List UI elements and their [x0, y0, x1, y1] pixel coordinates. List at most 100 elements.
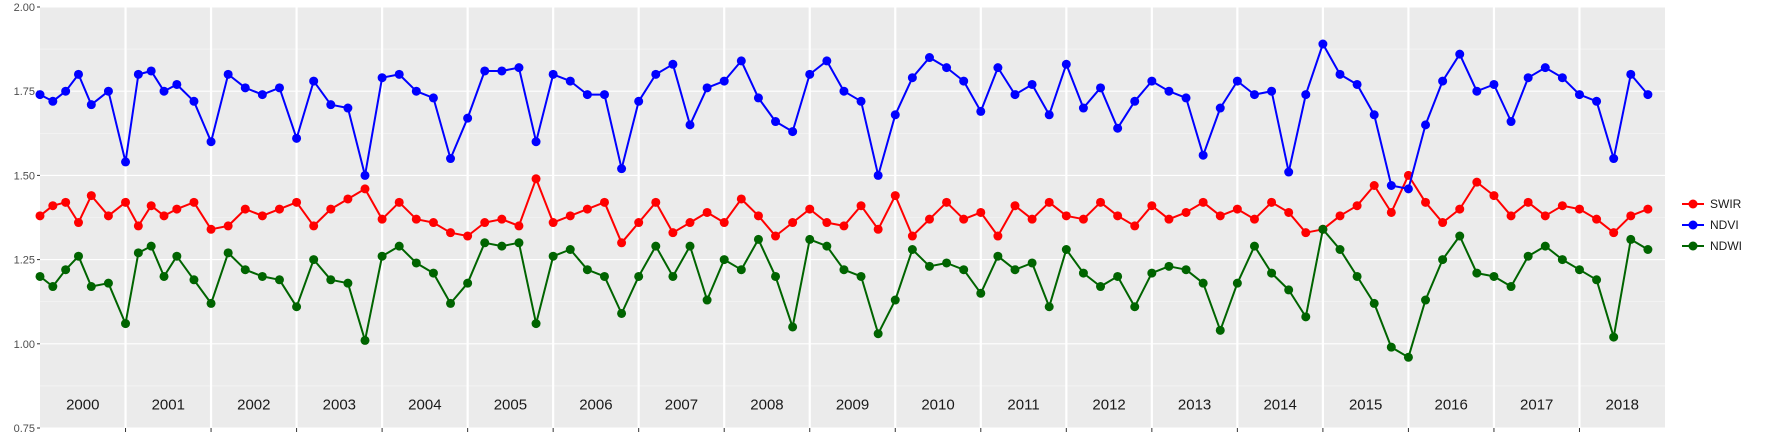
data-point-swir: [548, 218, 558, 228]
data-point-swir: [634, 218, 644, 228]
data-point-ndvi: [685, 120, 695, 130]
data-point-ndwi: [1557, 255, 1567, 265]
data-point-ndwi: [1044, 302, 1054, 312]
data-point-swir: [805, 204, 815, 214]
data-point-ndvi: [189, 96, 199, 106]
data-point-ndvi: [1352, 79, 1362, 89]
data-point-ndwi: [1267, 268, 1277, 278]
legend-label-swir: SWIR: [1710, 197, 1742, 211]
data-point-ndvi: [565, 76, 575, 86]
data-point-swir: [1540, 211, 1550, 221]
data-point-swir: [788, 218, 798, 228]
data-point-ndvi: [873, 170, 883, 180]
data-point-ndwi: [446, 298, 456, 308]
data-point-ndvi: [668, 59, 678, 69]
year-label: 2008: [750, 396, 783, 413]
data-point-swir: [668, 228, 678, 238]
data-point-ndvi: [61, 86, 71, 96]
data-point-ndwi: [1284, 285, 1294, 295]
data-point-ndwi: [719, 255, 729, 265]
data-point-ndvi: [326, 100, 336, 110]
data-point-ndvi: [1421, 120, 1431, 130]
legend: SWIR NDVI NDWI: [1682, 197, 1742, 253]
data-point-swir: [942, 197, 952, 207]
data-point-ndvi: [788, 127, 798, 137]
y-tick-label: 1.50: [14, 170, 35, 182]
data-point-swir: [1113, 211, 1123, 221]
data-point-ndwi: [1318, 224, 1328, 234]
series-layer: [35, 39, 1653, 362]
data-point-ndwi: [634, 271, 644, 281]
year-label: 2005: [494, 396, 527, 413]
legend-key-point-ndvi: [1688, 220, 1698, 230]
year-label: 2018: [1606, 396, 1639, 413]
data-point-ndwi: [86, 282, 96, 292]
data-point-ndvi: [48, 96, 58, 106]
data-point-ndvi: [1198, 150, 1208, 160]
data-point-swir: [565, 211, 575, 221]
data-point-swir: [1335, 211, 1345, 221]
data-point-swir: [839, 221, 849, 231]
data-point-ndvi: [1489, 79, 1499, 89]
data-point-ndwi: [1096, 282, 1106, 292]
data-point-swir: [617, 238, 627, 248]
data-point-ndwi: [565, 244, 575, 254]
data-point-swir: [873, 224, 883, 234]
data-point-swir: [1369, 181, 1379, 191]
data-point-ndwi: [172, 251, 182, 261]
data-point-ndvi: [531, 137, 541, 147]
data-point-swir: [61, 197, 71, 207]
data-point-ndvi: [856, 96, 866, 106]
data-point-ndwi: [411, 258, 421, 268]
data-point-ndwi: [651, 241, 661, 251]
data-point-ndwi: [1626, 234, 1636, 244]
data-point-ndvi: [1523, 73, 1533, 83]
data-point-ndvi: [1215, 103, 1225, 113]
data-point-ndvi: [1403, 184, 1413, 194]
data-point-ndwi: [1369, 298, 1379, 308]
data-point-ndwi: [103, 278, 113, 288]
data-point-ndvi: [292, 133, 302, 143]
data-point-ndwi: [1232, 278, 1242, 288]
data-point-ndwi: [1010, 265, 1020, 275]
data-point-ndwi: [924, 261, 934, 271]
data-point-swir: [103, 211, 113, 221]
data-point-ndwi: [1061, 244, 1071, 254]
data-point-swir: [1044, 197, 1054, 207]
data-point-ndwi: [274, 275, 284, 285]
data-point-ndvi: [924, 53, 934, 63]
data-point-ndwi: [959, 265, 969, 275]
data-point-swir: [309, 221, 319, 231]
data-point-ndvi: [428, 93, 438, 103]
data-point-swir: [702, 207, 712, 217]
data-point-ndvi: [1249, 90, 1259, 100]
data-point-ndvi: [497, 66, 507, 76]
year-label: 2016: [1434, 396, 1467, 413]
y-tick-label: 1.75: [14, 86, 35, 98]
data-point-ndvi: [133, 69, 143, 79]
data-point-swir: [924, 214, 934, 224]
data-point-swir: [274, 204, 284, 214]
data-point-swir: [223, 221, 233, 231]
legend-label-ndwi: NDWI: [1710, 239, 1742, 253]
data-point-ndwi: [257, 271, 267, 281]
data-point-swir: [1267, 197, 1277, 207]
data-point-swir: [1215, 211, 1225, 221]
data-point-ndwi: [1609, 332, 1619, 342]
data-point-ndwi: [582, 265, 592, 275]
data-point-swir: [1061, 211, 1071, 221]
data-point-ndvi: [343, 103, 353, 113]
data-point-ndwi: [428, 268, 438, 278]
data-point-swir: [1523, 197, 1533, 207]
data-point-swir: [531, 174, 541, 184]
data-point-ndwi: [1540, 241, 1550, 251]
data-point-swir: [159, 211, 169, 221]
data-point-ndwi: [1472, 268, 1482, 278]
data-point-swir: [146, 201, 156, 211]
data-point-ndwi: [1455, 231, 1465, 241]
data-point-swir: [480, 218, 490, 228]
data-point-ndvi: [514, 63, 524, 73]
legend-key-point-swir: [1688, 199, 1698, 209]
data-point-ndwi: [1421, 295, 1431, 305]
